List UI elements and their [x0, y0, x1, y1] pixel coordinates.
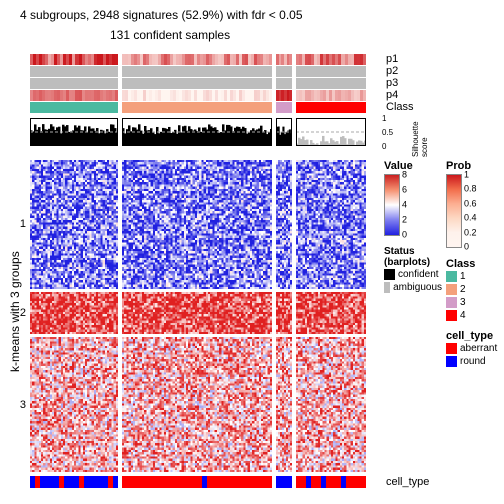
heatmap-segment [122, 292, 272, 335]
anno-track [296, 78, 366, 89]
page-title: 4 subgroups, 2948 signatures (52.9%) wit… [20, 8, 303, 22]
legend-swatch [384, 282, 390, 293]
anno-track [276, 66, 292, 77]
anno-label: p4 [386, 89, 398, 101]
colorbar-tick: 4 [402, 201, 407, 210]
legend-swatch [446, 356, 457, 367]
legend-item: aberrant [446, 342, 502, 355]
heatmap-segment [276, 292, 292, 335]
heatmap-segment [296, 160, 366, 289]
anno-track [122, 78, 272, 89]
anno-track [276, 78, 292, 89]
legend-item: 2 [446, 283, 502, 296]
legend-label: ambiguous [393, 281, 442, 294]
legend-label: confident [398, 268, 439, 281]
anno-track [276, 90, 292, 101]
legend-item: 1 [446, 270, 502, 283]
ss-tick: 0.5 [382, 128, 393, 137]
legend-label: round [460, 355, 486, 368]
colorbar-tick: 8 [402, 171, 407, 180]
heatmap-segment [30, 337, 118, 472]
silhouette-frame [276, 118, 292, 146]
legend-class-title: Class [446, 258, 502, 270]
legend-label: 1 [460, 270, 466, 283]
colorbar-tick: 0.6 [464, 199, 477, 208]
legend-swatch [446, 297, 457, 308]
anno-track [276, 54, 292, 65]
anno-label: p1 [386, 53, 398, 65]
colorbar-tick: 0.4 [464, 214, 477, 223]
heatmap-segment [122, 160, 272, 289]
legend-label: aberrant [460, 342, 497, 355]
row-group-tick: 1 [14, 218, 26, 230]
value-colorbar: 86420 [384, 174, 400, 236]
colorbar-tick: 0.8 [464, 185, 477, 194]
ss-axis-label: Silhouette score [411, 117, 429, 157]
heatmap-segment [122, 337, 272, 472]
celltype-track [122, 476, 272, 488]
anno-track [30, 66, 118, 77]
colorbar-tick: 6 [402, 186, 407, 195]
legend-prob-title: Prob [446, 160, 502, 172]
legend-label: 4 [460, 309, 466, 322]
colorbar-tick: 0 [402, 231, 407, 240]
legend-swatch [384, 269, 395, 280]
legend-swatch [446, 271, 457, 282]
anno-track [30, 78, 118, 89]
legend-item: 4 [446, 309, 502, 322]
heatmap-segment [296, 337, 366, 472]
anno-track [30, 54, 118, 65]
anno-track [296, 54, 366, 65]
legend-item: round [446, 355, 502, 368]
legend-item: confident [384, 268, 442, 281]
celltype-label: cell_type [386, 476, 429, 488]
colorbar-tick: 2 [402, 216, 407, 225]
anno-track [122, 54, 272, 65]
colorbar-tick: 0 [464, 243, 469, 252]
legend-celltype-title: cell_type [446, 330, 502, 342]
anno-track [276, 102, 292, 113]
anno-track [122, 102, 272, 113]
anno-track [296, 90, 366, 101]
heatmap-segment [30, 292, 118, 335]
anno-track [30, 90, 118, 101]
colorbar-tick: 0.2 [464, 228, 477, 237]
celltype-track [30, 476, 118, 488]
heatmap-segment [296, 292, 366, 335]
row-group-tick: 2 [14, 307, 26, 319]
prob-colorbar: 10.80.60.40.20 [446, 174, 462, 248]
legend-item: ambiguous [384, 281, 442, 294]
legend-item: 3 [446, 296, 502, 309]
ss-tick: 0 [382, 142, 386, 151]
heatmap-segment [276, 160, 292, 289]
legend-value-title: Value [384, 160, 442, 172]
legend-swatch [446, 310, 457, 321]
anno-track [122, 66, 272, 77]
legend-label: 2 [460, 283, 466, 296]
legend-swatch [446, 343, 457, 354]
ss-tick: 1 [382, 114, 386, 123]
anno-label: Class [386, 101, 414, 113]
row-group-tick: 3 [14, 399, 26, 411]
heatmap-segment [276, 337, 292, 472]
colorbar-tick: 1 [464, 171, 469, 180]
celltype-track [296, 476, 366, 488]
heatmap-segment [30, 160, 118, 289]
celltype-track [276, 476, 292, 488]
anno-track [122, 90, 272, 101]
anno-track [30, 102, 118, 113]
silhouette-frame [30, 118, 118, 146]
silhouette-frame [296, 118, 366, 146]
legend-swatch [446, 284, 457, 295]
anno-label: p2 [386, 65, 398, 77]
legend-label: 3 [460, 296, 466, 309]
anno-label: p3 [386, 77, 398, 89]
anno-track [296, 66, 366, 77]
subtitle: 131 confident samples [110, 28, 230, 42]
anno-track [296, 102, 366, 113]
legend-status-title: Status (barplots) [384, 246, 442, 268]
silhouette-frame [122, 118, 272, 146]
